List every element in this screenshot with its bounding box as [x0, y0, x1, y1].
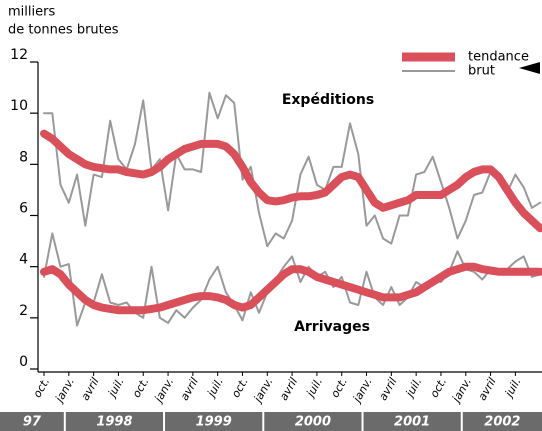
x-tick-label: janv.	[151, 376, 176, 407]
x-tick-label: janv.	[449, 376, 474, 407]
x-tick-label: janv.	[250, 376, 275, 407]
x-tick-label: juil.	[105, 376, 127, 401]
year-band	[165, 412, 263, 431]
x-tick-label: avril	[79, 376, 102, 403]
arrow-icon	[519, 62, 540, 74]
x-tick-label: janv.	[52, 376, 77, 407]
x-tick-label: juil.	[402, 376, 424, 401]
x-tick-label: juil.	[502, 376, 524, 401]
y-tick-label: 2	[19, 303, 28, 319]
y-tick-label: 0	[19, 354, 28, 370]
year-label: 2000	[295, 415, 331, 430]
line-series	[40, 129, 542, 233]
x-tick-label: oct.	[130, 376, 152, 400]
year-label: 1998	[96, 415, 132, 430]
y-tick-label: 6	[19, 201, 28, 217]
x-tick-label: oct.	[31, 376, 53, 400]
x-tick-label: janv.	[350, 376, 375, 407]
year-band	[65, 412, 164, 431]
year-band	[264, 412, 362, 431]
year-band	[0, 412, 64, 431]
year-band	[462, 412, 542, 431]
x-tick-label: oct.	[229, 376, 251, 400]
x-tick-label: juil.	[204, 376, 226, 401]
y-axis-label: milliers	[8, 5, 55, 20]
year-label: 1999	[196, 415, 232, 430]
x-tick-label: avril	[476, 375, 499, 402]
year-label: 97	[23, 415, 42, 430]
x-tick-label: oct.	[428, 376, 450, 400]
year-label: 2001	[394, 415, 430, 430]
annotation: Expéditions	[282, 92, 374, 108]
x-tick-label: avril	[178, 376, 201, 403]
x-tick-label: juil.	[303, 376, 325, 401]
year-band	[363, 412, 461, 431]
line-series	[40, 262, 542, 315]
y-tick-label: 4	[19, 252, 28, 268]
annotation: Arrivages	[294, 319, 370, 335]
year-label: 2002	[484, 415, 520, 430]
y-axis-label: de tonnes brutes	[8, 23, 119, 38]
y-tick-label: 12	[10, 47, 28, 63]
x-tick-label: oct.	[328, 376, 350, 400]
y-tick-label: 10	[10, 98, 28, 114]
line-series	[43, 232, 542, 327]
x-tick-label: avril	[277, 376, 300, 403]
legend-label: tendance	[468, 50, 529, 65]
x-tick-label: avril	[376, 376, 399, 403]
y-tick-label: 8	[19, 149, 28, 165]
legend-label: brut	[468, 64, 495, 79]
